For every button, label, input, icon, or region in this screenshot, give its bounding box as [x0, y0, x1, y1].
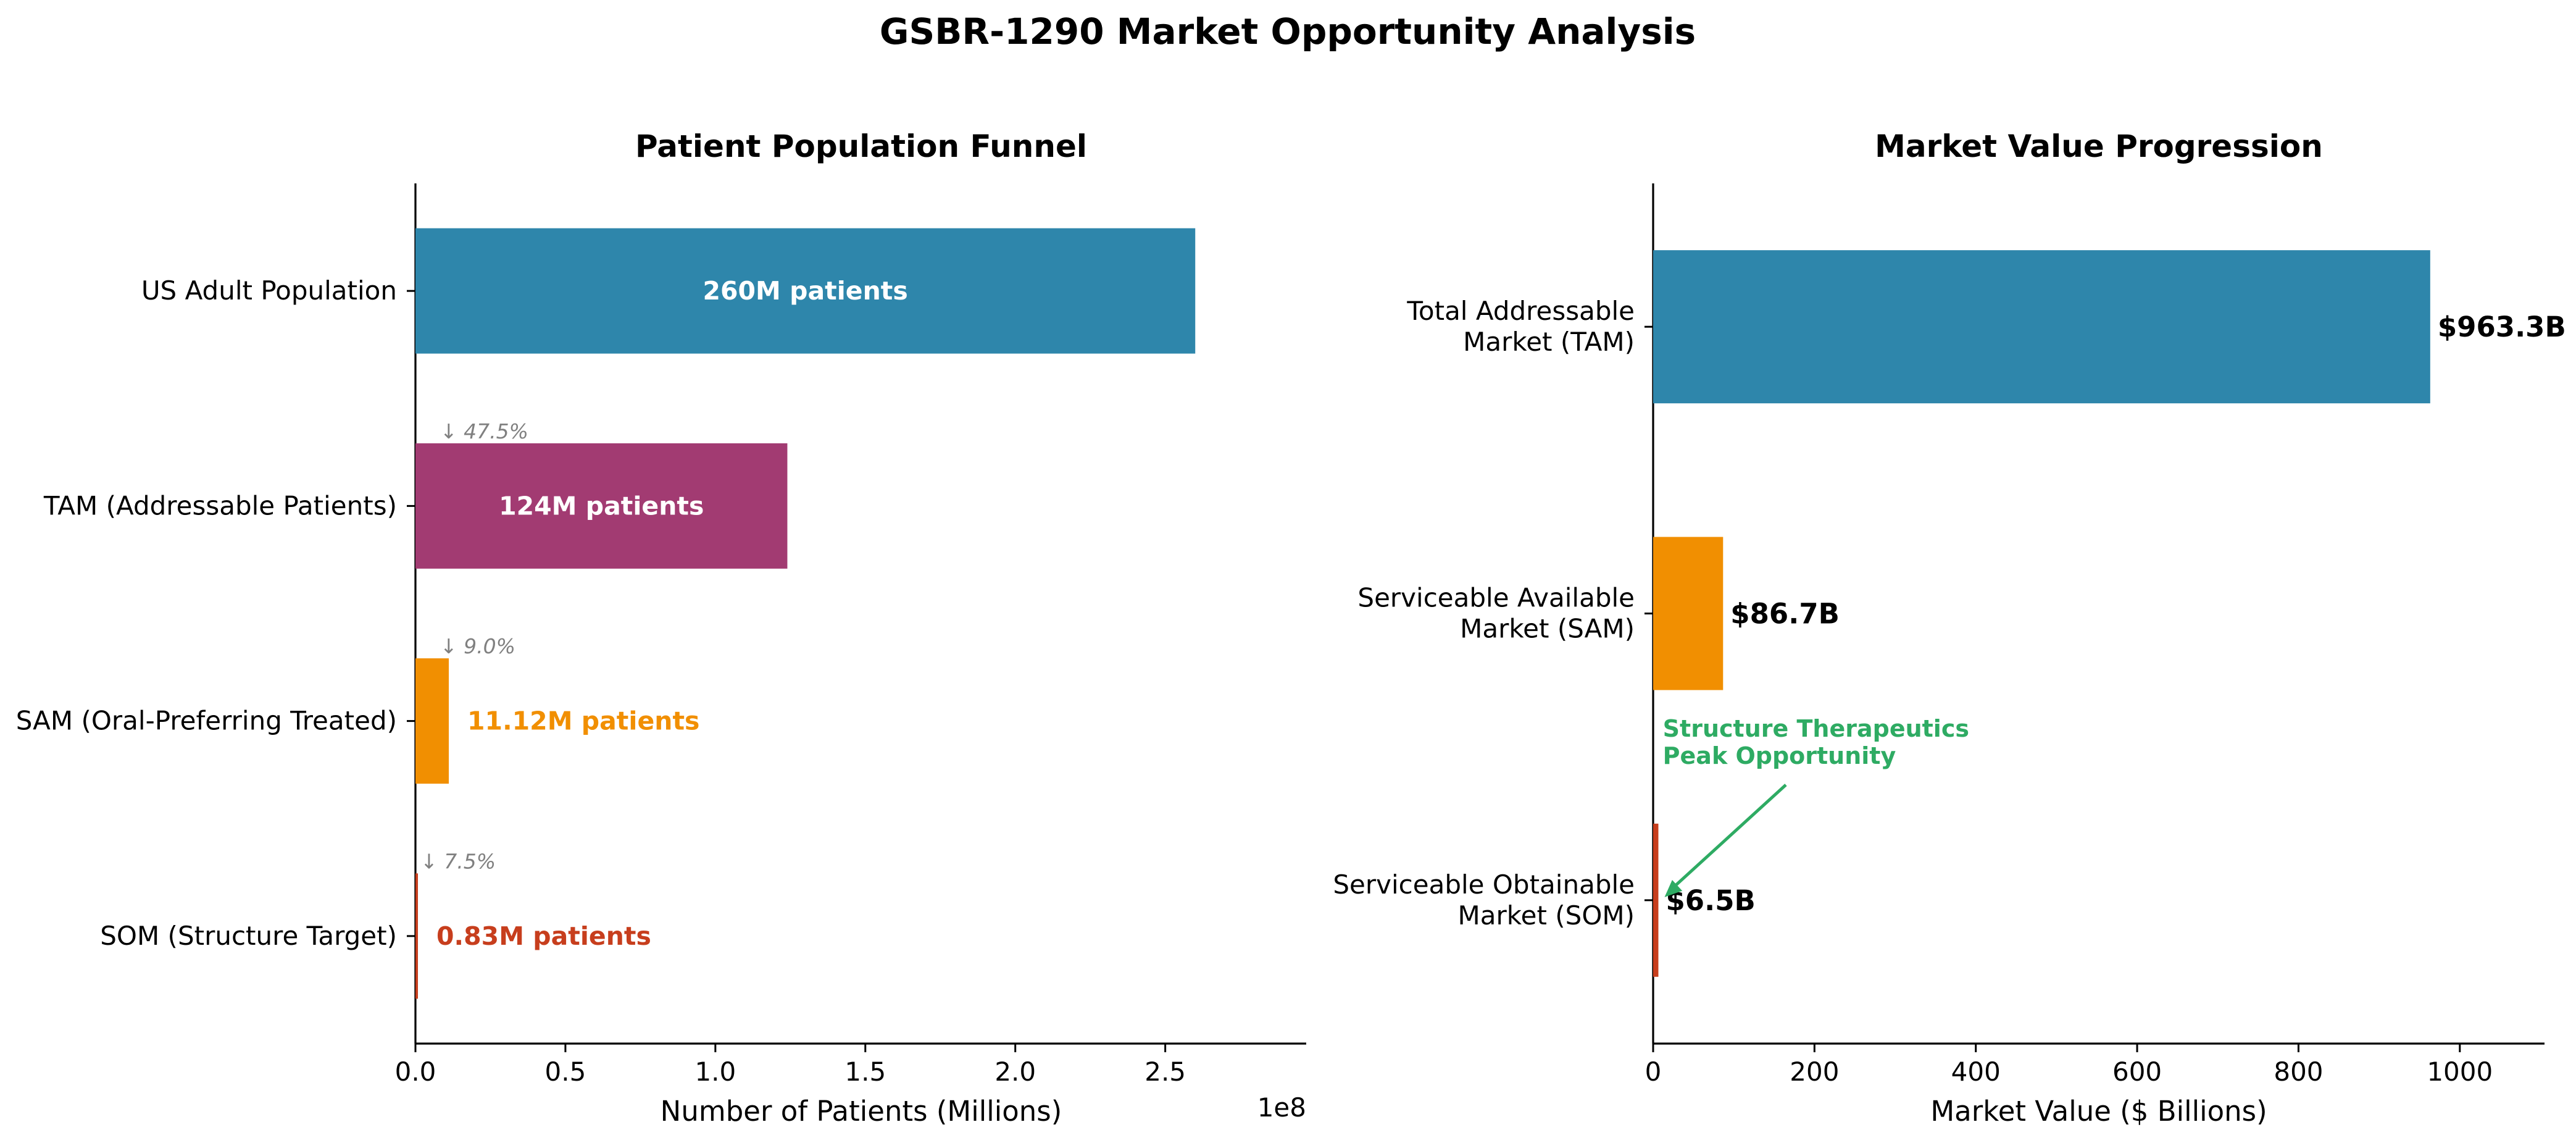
- x-ticks: 0.0 0.5 1.0 1.5 2.0 2.5: [395, 1044, 1186, 1087]
- x-axis-label: Market Value ($ Billions): [1930, 1095, 2267, 1128]
- bars: [415, 228, 1196, 999]
- market-value-chart: Market Value Progression 0 200 400 600 800 10…: [1333, 128, 2566, 1128]
- chart-title: Market Value Progression: [1875, 128, 2323, 164]
- y-tick-label: US Adult Population: [141, 275, 397, 306]
- annotation-arrowhead: [1664, 880, 1683, 897]
- x-tick-label: 1.0: [694, 1057, 736, 1087]
- data-label: 260M patients: [702, 276, 907, 306]
- chart-title: Patient Population Funnel: [635, 128, 1087, 164]
- conversion-label: ↓ 47.5%: [440, 419, 528, 443]
- bar: [415, 873, 419, 999]
- data-labels: $963.3B$86.7B$6.5B: [1665, 311, 2566, 917]
- x-tick-label: 2.0: [994, 1057, 1036, 1087]
- annotation-arrow: [1668, 784, 1787, 892]
- y-tick-label: Serviceable Obtainable Market (SOM): [1333, 869, 1635, 931]
- x-tick-label: 2.5: [1144, 1057, 1186, 1087]
- annotation-text: Structure Therapeutics Peak Opportunity: [1663, 715, 1969, 769]
- data-label: $963.3B: [2438, 311, 2566, 343]
- bar: [1653, 823, 1659, 977]
- data-label: 124M patients: [499, 491, 704, 521]
- conversion-label: ↓ 7.5%: [420, 849, 496, 873]
- bar: [1653, 537, 1724, 690]
- bar: [415, 228, 1196, 354]
- x-tick-label: 0: [1645, 1057, 1662, 1087]
- y-tick-label: Serviceable Available Market (SAM): [1357, 583, 1635, 644]
- category-labels: US Adult Population TAM (Addressable Pati…: [16, 275, 415, 951]
- figure-title: GSBR-1290 Market Opportunity Analysis: [880, 10, 1696, 52]
- data-label: $86.7B: [1730, 598, 1840, 630]
- annotation: Structure Therapeutics Peak Opportunity: [1663, 715, 1969, 897]
- patient-funnel-chart: Patient Population Funnel 0.0 0.5 1.0 1.5 2.…: [16, 128, 1306, 1128]
- x-tick-label: 0.0: [395, 1057, 436, 1087]
- bars: [1653, 250, 2430, 977]
- conversion-labels: ↓ 47.5% ↓ 9.0% ↓ 7.5%: [420, 419, 528, 874]
- bar: [415, 658, 449, 784]
- conversion-label: ↓ 9.0%: [440, 634, 515, 658]
- x-tick-label: 0.5: [545, 1057, 586, 1087]
- data-label: 11.12M patients: [467, 706, 699, 736]
- x-tick-label: 600: [2112, 1057, 2162, 1087]
- bar: [1653, 250, 2430, 404]
- x-tick-label: 400: [1951, 1057, 2001, 1087]
- y-tick-label: TAM (Addressable Patients): [43, 490, 397, 521]
- x-tick-label: 1000: [2427, 1057, 2493, 1087]
- y-tick-label: SAM (Oral-Preferring Treated): [16, 706, 397, 736]
- x-axis-label: Number of Patients (Millions): [661, 1095, 1062, 1128]
- data-label: 0.83M patients: [436, 921, 651, 951]
- x-tick-label: 200: [1790, 1057, 1839, 1087]
- x-tick-label: 1.5: [844, 1057, 886, 1087]
- data-labels: 260M patients 124M patients 11.12M patient…: [436, 276, 908, 951]
- y-tick-label: SOM (Structure Target): [100, 921, 397, 951]
- y-tick-label: Total Addressable Market (TAM): [1406, 296, 1635, 357]
- x-tick-label: 800: [2274, 1057, 2323, 1087]
- x-ticks: 0 200 400 600 800 1000: [1645, 1044, 2493, 1087]
- category-labels: Total Addressable Market (TAM) Serviceable…: [1333, 296, 1653, 931]
- bar: [415, 443, 788, 569]
- x-offset-text: 1e8: [1257, 1092, 1306, 1123]
